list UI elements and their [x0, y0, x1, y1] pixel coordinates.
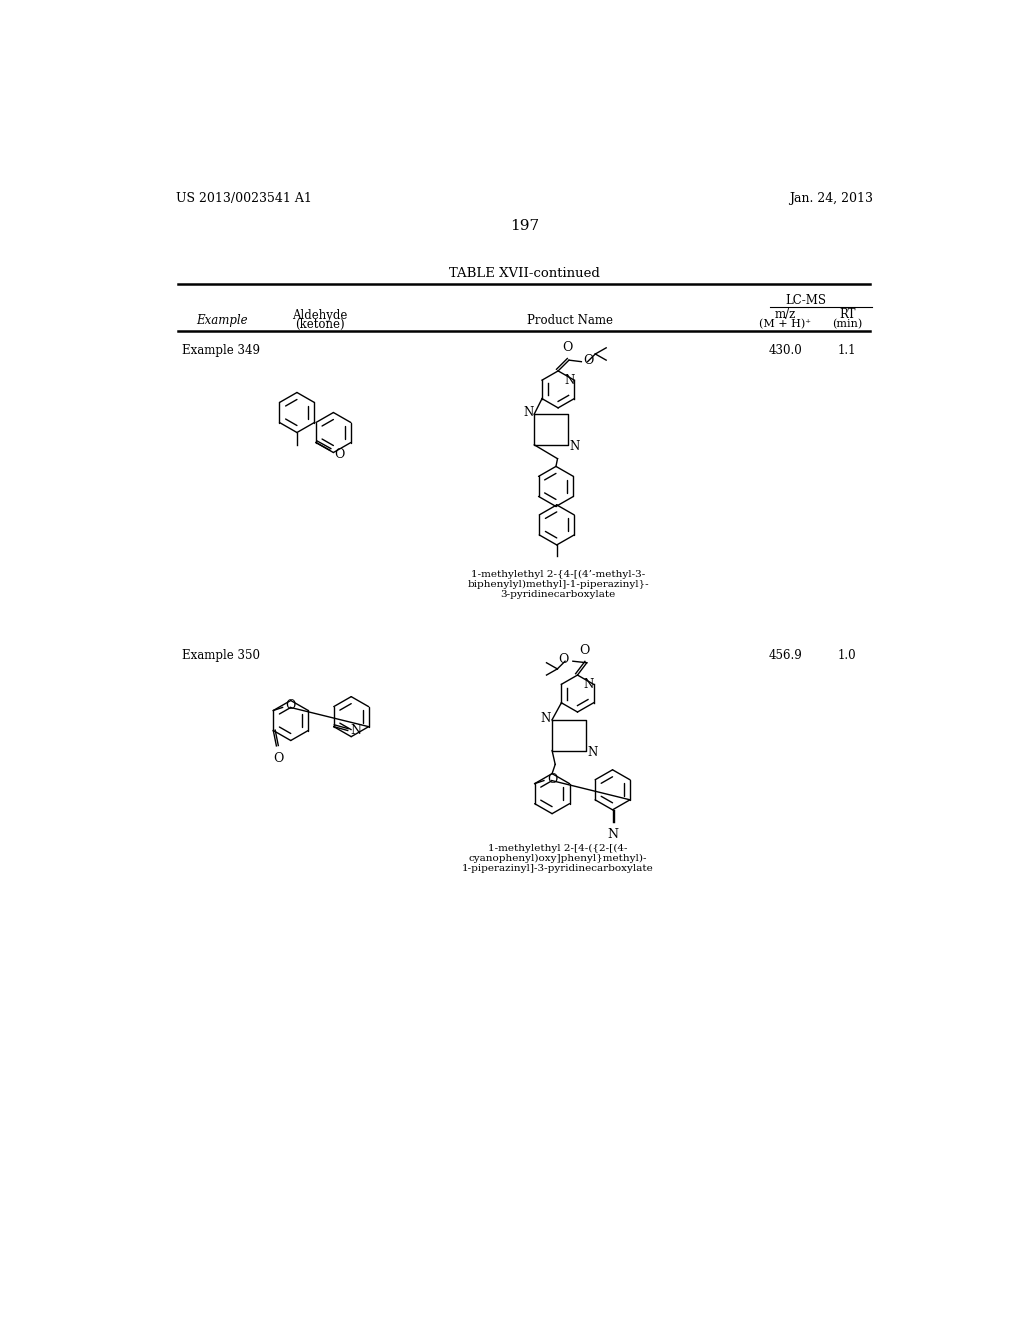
Text: O: O: [286, 700, 296, 713]
Text: (M + H)⁺: (M + H)⁺: [759, 319, 811, 329]
Text: biphenylyl)methyl]-1-piperazinyl}-: biphenylyl)methyl]-1-piperazinyl}-: [467, 581, 649, 590]
Text: Product Name: Product Name: [526, 314, 612, 326]
Text: N: N: [351, 723, 361, 737]
Text: O: O: [547, 772, 557, 785]
Text: 1.1: 1.1: [838, 345, 856, 358]
Text: O: O: [562, 341, 572, 354]
Text: 1-methylethyl 2-{4-[(4’-methyl-3-: 1-methylethyl 2-{4-[(4’-methyl-3-: [471, 570, 645, 579]
Text: N: N: [564, 374, 574, 387]
Text: 430.0: 430.0: [768, 345, 802, 358]
Text: (ketone): (ketone): [295, 318, 345, 331]
Text: (min): (min): [833, 319, 862, 329]
Text: N: N: [569, 440, 580, 453]
Text: cyanophenyl)oxy]phenyl}methyl)-: cyanophenyl)oxy]phenyl}methyl)-: [469, 854, 647, 863]
Text: Example 350: Example 350: [182, 648, 260, 661]
Text: LC-MS: LC-MS: [785, 294, 826, 308]
Text: 1-methylethyl 2-[4-({2-[(4-: 1-methylethyl 2-[4-({2-[(4-: [488, 843, 628, 853]
Text: RT: RT: [839, 308, 855, 321]
Text: N: N: [584, 677, 594, 690]
Text: N: N: [523, 407, 534, 418]
Text: 1-piperazinyl]-3-pyridinecarboxylate: 1-piperazinyl]-3-pyridinecarboxylate: [462, 863, 654, 873]
Text: Jan. 24, 2013: Jan. 24, 2013: [790, 191, 873, 205]
Text: N: N: [541, 711, 551, 725]
Text: m/z: m/z: [774, 308, 796, 321]
Text: TABLE XVII-continued: TABLE XVII-continued: [450, 268, 600, 280]
Text: O: O: [272, 752, 284, 766]
Text: Example: Example: [197, 314, 248, 326]
Text: 3-pyridinecarboxylate: 3-pyridinecarboxylate: [501, 590, 615, 599]
Text: Aldehyde: Aldehyde: [293, 309, 348, 322]
Text: O: O: [558, 653, 568, 667]
Text: US 2013/0023541 A1: US 2013/0023541 A1: [176, 191, 312, 205]
Text: N: N: [607, 829, 618, 841]
Text: 1.0: 1.0: [838, 648, 856, 661]
Text: 197: 197: [510, 219, 540, 234]
Text: O: O: [334, 449, 344, 462]
Text: Example 349: Example 349: [182, 345, 260, 358]
Text: N: N: [588, 746, 598, 759]
Text: O: O: [584, 354, 594, 367]
Text: 456.9: 456.9: [768, 648, 802, 661]
Text: O: O: [580, 644, 590, 656]
